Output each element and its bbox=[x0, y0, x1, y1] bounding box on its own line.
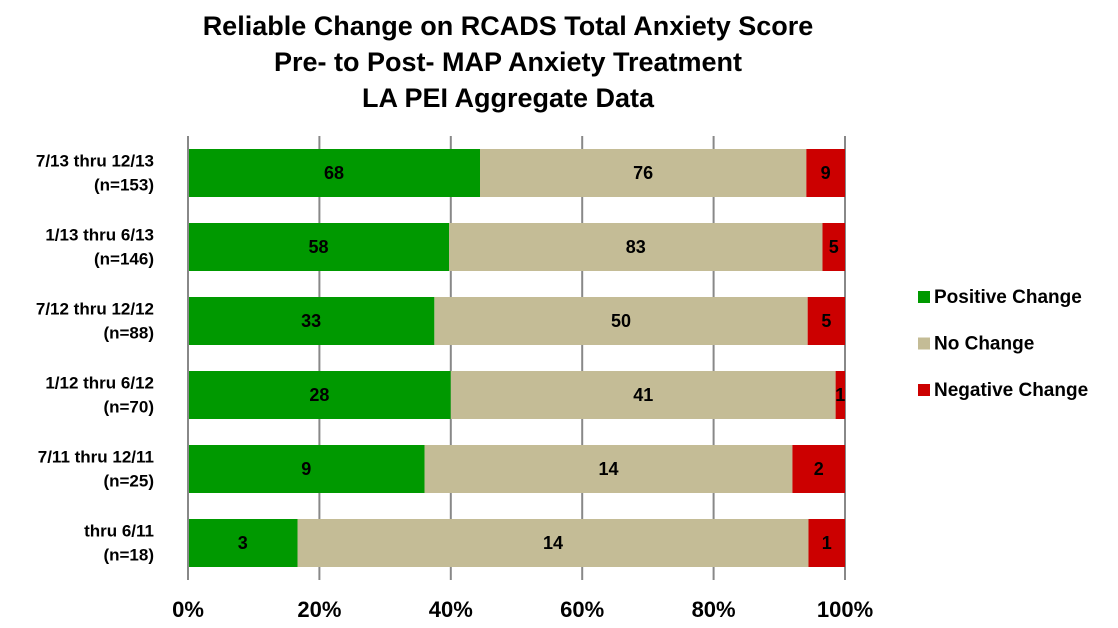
legend-swatch bbox=[918, 291, 930, 303]
y-tick-label: (n=70) bbox=[103, 397, 154, 416]
bar-segment bbox=[424, 445, 793, 493]
bar-segment bbox=[792, 445, 845, 493]
y-tick-label: 1/13 thru 6/13 bbox=[45, 225, 154, 244]
y-tick-label: 7/12 thru 12/12 bbox=[36, 299, 154, 318]
y-tick-label: 7/11 thru 12/11 bbox=[38, 447, 154, 466]
bar-segment bbox=[188, 519, 298, 567]
bar-segment bbox=[449, 223, 823, 271]
legend-label: No Change bbox=[934, 334, 1034, 355]
data-label: 83 bbox=[626, 237, 646, 257]
x-tick-label: 80% bbox=[692, 597, 736, 622]
chart-title: Pre- to Post- MAP Anxiety Treatment bbox=[274, 47, 742, 77]
data-label: 76 bbox=[633, 163, 653, 183]
data-label: 14 bbox=[598, 459, 618, 479]
y-tick-label: 1/12 thru 6/12 bbox=[45, 373, 154, 392]
data-label: 14 bbox=[543, 533, 563, 553]
x-tick-label: 40% bbox=[429, 597, 473, 622]
y-tick-label: (n=153) bbox=[94, 175, 154, 194]
y-tick-label: thru 6/11 bbox=[84, 521, 154, 540]
data-label: 58 bbox=[308, 237, 328, 257]
bar-segment bbox=[188, 297, 435, 345]
bar-segment bbox=[188, 149, 480, 197]
bar-segment bbox=[188, 371, 451, 419]
chart-title: LA PEI Aggregate Data bbox=[362, 83, 655, 113]
bar-segment bbox=[188, 445, 425, 493]
data-label: 2 bbox=[814, 459, 824, 479]
bar-segment bbox=[806, 149, 845, 197]
data-label: 1 bbox=[822, 533, 832, 553]
data-label: 9 bbox=[301, 459, 311, 479]
legend-label: Positive Change bbox=[934, 287, 1082, 308]
data-label: 5 bbox=[829, 237, 839, 257]
bar-segment bbox=[808, 519, 845, 567]
bar-segment bbox=[822, 223, 845, 271]
x-tick-label: 100% bbox=[817, 597, 873, 622]
data-label: 3 bbox=[238, 533, 248, 553]
bar-segment bbox=[434, 297, 808, 345]
y-tick-label: (n=88) bbox=[103, 323, 154, 342]
data-label: 68 bbox=[324, 163, 344, 183]
data-label: 33 bbox=[301, 311, 321, 331]
x-tick-label: 0% bbox=[172, 597, 204, 622]
y-tick-label: (n=18) bbox=[103, 545, 154, 564]
bar-segment bbox=[807, 297, 845, 345]
y-tick-label: (n=25) bbox=[103, 471, 154, 490]
legend-swatch bbox=[918, 384, 930, 396]
y-tick-label: (n=146) bbox=[94, 249, 154, 268]
legend-label: Negative Change bbox=[934, 380, 1088, 401]
data-label: 1 bbox=[835, 385, 845, 405]
data-label: 41 bbox=[633, 385, 653, 405]
data-label: 50 bbox=[611, 311, 631, 331]
x-tick-label: 60% bbox=[560, 597, 604, 622]
bar-segment bbox=[188, 223, 449, 271]
data-label: 28 bbox=[309, 385, 329, 405]
chart-title: Reliable Change on RCADS Total Anxiety S… bbox=[203, 11, 814, 41]
data-label: 5 bbox=[821, 311, 831, 331]
legend-swatch bbox=[918, 337, 930, 350]
bar-segment bbox=[450, 371, 836, 419]
x-tick-label: 20% bbox=[297, 597, 341, 622]
y-tick-label: 7/13 thru 12/13 bbox=[36, 151, 154, 170]
bar-segment bbox=[480, 149, 807, 197]
bar-segment bbox=[835, 371, 845, 419]
bar-segment bbox=[297, 519, 809, 567]
data-label: 9 bbox=[821, 163, 831, 183]
